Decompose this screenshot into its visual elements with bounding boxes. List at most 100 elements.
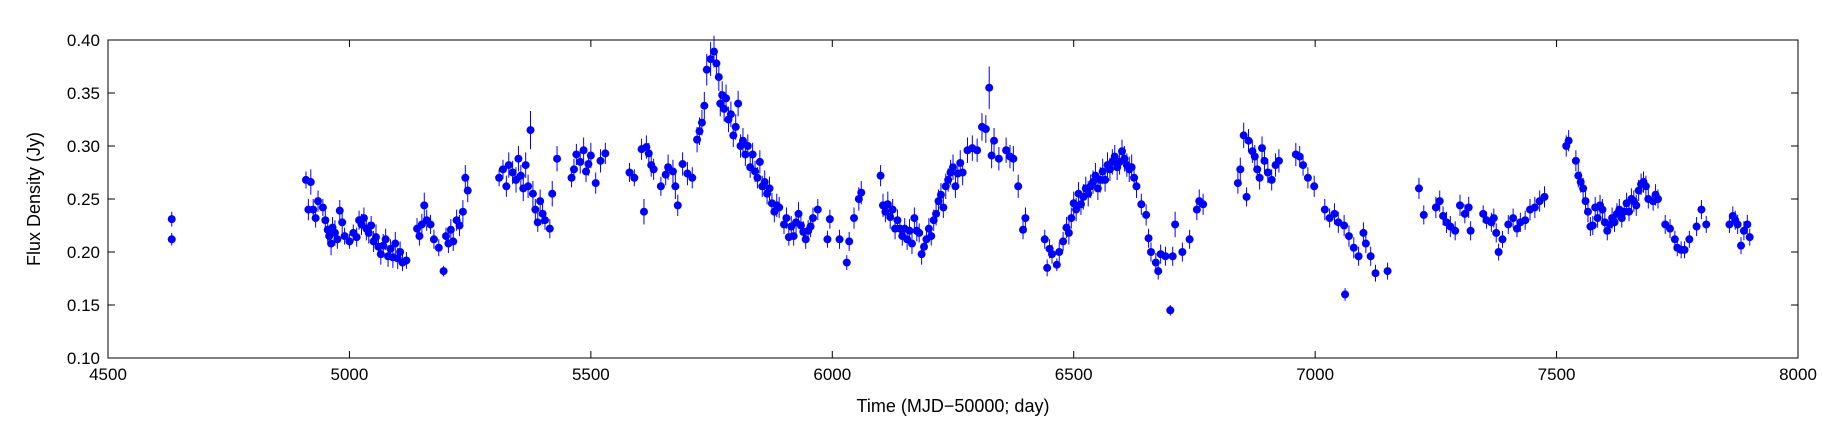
x-tick-label: 7500 <box>1538 365 1576 384</box>
data-point <box>731 122 740 131</box>
data-point <box>567 173 576 182</box>
data-point <box>1340 221 1349 230</box>
data-point <box>808 214 817 223</box>
data-point <box>720 104 729 113</box>
data-point <box>775 203 784 212</box>
data-point <box>1634 186 1643 195</box>
data-point <box>929 216 938 225</box>
data-point <box>1130 173 1139 182</box>
data-point <box>371 233 380 242</box>
data-point <box>420 201 429 210</box>
x-tick-label: 6500 <box>1055 365 1093 384</box>
data-point <box>751 167 760 176</box>
data-point <box>886 213 895 222</box>
data-point <box>1295 152 1304 161</box>
data-point <box>1274 156 1283 165</box>
y-tick-label: 0.15 <box>67 296 100 315</box>
data-point <box>1341 290 1350 299</box>
data-point <box>330 228 339 237</box>
data-point <box>596 156 605 165</box>
data-point <box>876 171 885 180</box>
data-point <box>521 161 530 170</box>
data-point <box>1154 267 1163 276</box>
data-point <box>765 184 774 193</box>
data-point <box>364 228 373 237</box>
data-point <box>1571 156 1580 165</box>
data-point <box>1244 136 1253 145</box>
data-point <box>1579 184 1588 193</box>
data-point <box>381 235 390 244</box>
data-point <box>1509 214 1518 223</box>
data-points <box>167 47 1754 315</box>
y-tick-label: 0.35 <box>67 84 100 103</box>
data-point <box>888 205 897 214</box>
y-tick-label: 0.30 <box>67 137 100 156</box>
data-point <box>1146 248 1155 256</box>
data-point <box>1581 197 1590 206</box>
data-point <box>748 150 757 159</box>
data-point <box>678 160 687 169</box>
data-point <box>1460 209 1469 218</box>
y-tick-label: 0.10 <box>67 349 100 368</box>
data-point <box>1617 214 1626 223</box>
data-point <box>1168 252 1177 261</box>
data-point <box>1069 199 1078 208</box>
data-point <box>396 248 405 256</box>
data-point <box>939 203 948 212</box>
data-point <box>352 233 361 242</box>
data-point <box>1494 248 1503 256</box>
data-point <box>1255 173 1264 182</box>
data-point <box>1414 184 1423 193</box>
data-point <box>1354 252 1363 261</box>
data-point <box>1105 165 1114 174</box>
data-point <box>1697 205 1706 214</box>
data-point <box>854 195 863 203</box>
data-point <box>1233 179 1242 188</box>
data-point <box>1685 235 1694 244</box>
data-point <box>1745 233 1754 242</box>
data-point <box>504 161 513 170</box>
data-point <box>1504 220 1513 229</box>
data-point <box>528 189 537 198</box>
data-point <box>915 228 924 237</box>
data-point <box>823 235 832 244</box>
data-point <box>1383 267 1392 276</box>
data-point <box>1009 154 1018 163</box>
data-point <box>536 197 545 206</box>
data-point <box>934 197 943 206</box>
data-point <box>1361 239 1370 248</box>
data-point <box>973 146 982 155</box>
data-point <box>1625 207 1633 216</box>
data-point <box>1692 222 1701 231</box>
data-point <box>801 235 810 244</box>
data-point <box>1733 220 1742 229</box>
data-point <box>907 239 916 248</box>
data-point <box>1089 178 1098 187</box>
data-point <box>1040 235 1049 244</box>
data-point <box>1019 225 1028 234</box>
data-point <box>1072 205 1081 214</box>
data-point <box>333 235 342 244</box>
data-point <box>463 186 472 195</box>
data-point <box>625 168 634 177</box>
data-point <box>548 189 557 198</box>
data-point <box>1142 210 1151 219</box>
data-point <box>789 232 798 241</box>
x-tick-label: 8000 <box>1779 365 1817 384</box>
data-point <box>1055 248 1064 256</box>
data-point <box>1598 205 1607 214</box>
x-tick-label: 4500 <box>89 365 127 384</box>
data-point <box>1250 152 1259 161</box>
data-point <box>1610 218 1619 227</box>
data-point <box>1002 146 1011 155</box>
data-point <box>726 110 735 119</box>
data-point <box>905 226 914 235</box>
data-point <box>1242 192 1251 201</box>
data-point <box>881 207 890 216</box>
data-point <box>1498 235 1507 244</box>
data-point <box>951 182 960 191</box>
data-point <box>794 209 803 218</box>
data-point <box>695 127 704 136</box>
data-point <box>688 173 697 182</box>
data-point <box>649 165 658 174</box>
